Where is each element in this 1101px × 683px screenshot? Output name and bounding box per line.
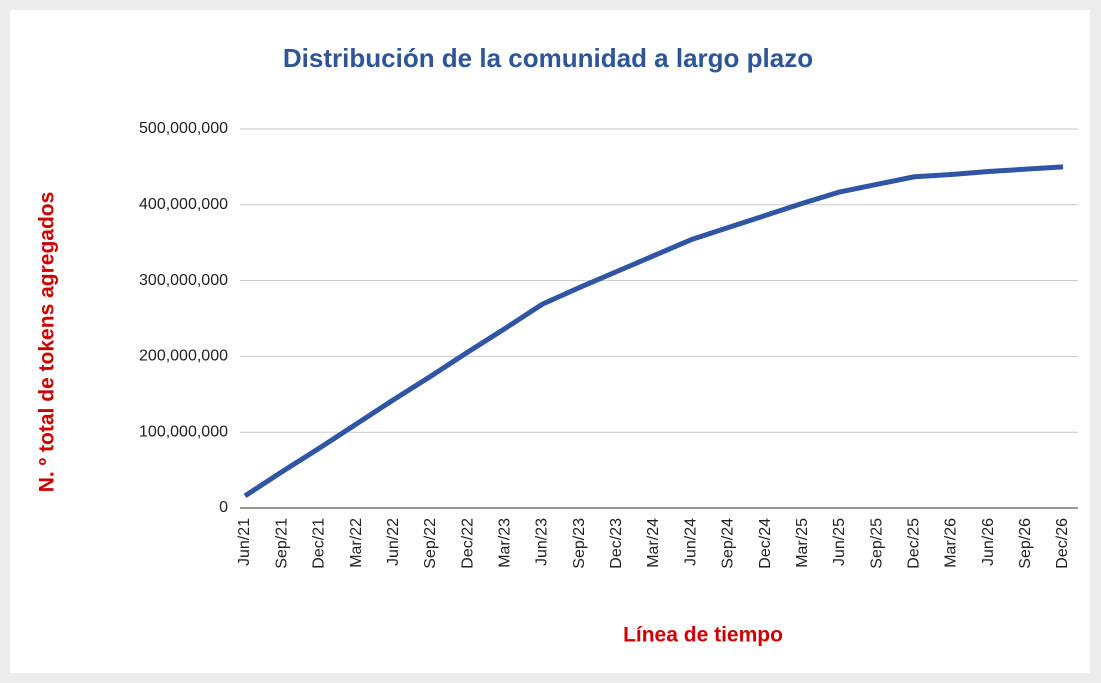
y-tick-label: 0 — [219, 499, 228, 516]
x-tick-label: Mar/25 — [794, 518, 811, 568]
x-tick-label: Jun/24 — [682, 518, 699, 566]
line-series — [243, 164, 1064, 498]
x-tick-label: Jun/26 — [980, 518, 997, 566]
y-tick-label: 500,000,000 — [139, 120, 228, 137]
chart-title: Distribución de la comunidad a largo pla… — [283, 43, 813, 73]
x-axis-label: Línea de tiempo — [623, 624, 783, 647]
x-tick-label: Jun/25 — [831, 518, 848, 566]
chart-background — [10, 10, 1090, 673]
y-axis-label: N. º total de tokens agregados — [36, 192, 59, 493]
y-tick-label: 100,000,000 — [139, 423, 228, 440]
y-tick-label: 300,000,000 — [139, 272, 228, 289]
x-tick-label: Jun/21 — [236, 518, 253, 566]
x-tick-label: Mar/26 — [943, 518, 960, 568]
x-tick-label: Sep/26 — [1017, 518, 1034, 569]
x-tick-label: Jun/23 — [534, 518, 551, 566]
x-tick-label: Dec/23 — [608, 518, 625, 569]
x-tick-label: Mar/22 — [348, 518, 365, 568]
x-tick-label: Sep/24 — [720, 518, 737, 569]
x-tick-label: Dec/21 — [311, 518, 328, 569]
y-tick-label: 400,000,000 — [139, 196, 228, 213]
x-tick-label: Sep/25 — [868, 518, 885, 569]
x-tick-label: Mar/23 — [496, 518, 513, 568]
x-tick-label: Dec/22 — [459, 518, 476, 569]
x-tick-label: Dec/26 — [1054, 518, 1071, 569]
x-tick-label: Sep/22 — [422, 518, 439, 569]
x-tick-label: Dec/25 — [905, 518, 922, 569]
x-tick-label: Jun/22 — [385, 518, 402, 566]
x-tick-label: Sep/21 — [273, 518, 290, 569]
x-tick-label: Mar/24 — [645, 518, 662, 568]
x-tick-label: Sep/23 — [571, 518, 588, 569]
x-tick-label: Dec/24 — [757, 518, 774, 569]
y-tick-label: 200,000,000 — [139, 348, 228, 365]
